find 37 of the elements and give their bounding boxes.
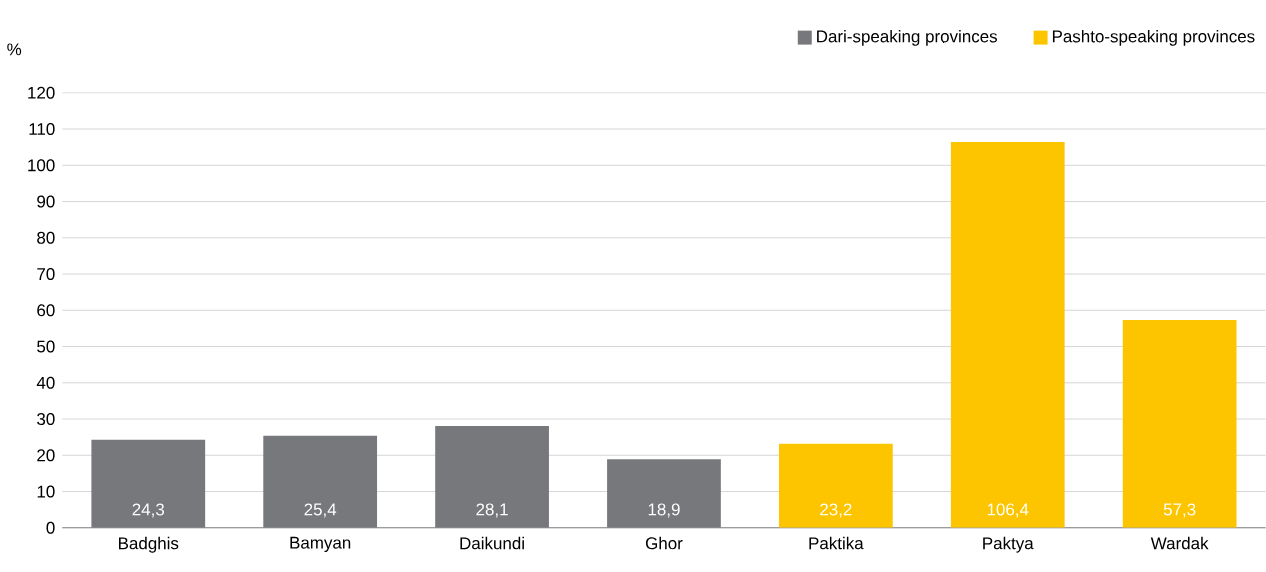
y-axis-title: % <box>7 43 22 56</box>
y-tick-label: 50 <box>37 340 55 353</box>
x-tick-label: Ghor <box>645 536 683 550</box>
y-tick-label: 90 <box>37 195 55 208</box>
y-tick-label: 20 <box>37 449 55 462</box>
y-tick-label: 40 <box>36 376 55 389</box>
bar <box>263 435 378 528</box>
bar <box>91 439 206 528</box>
y-tick-label: 30 <box>37 413 55 426</box>
legend-label: Pashto-speaking provinces <box>1052 30 1255 46</box>
data-label: 28,1 <box>476 503 508 518</box>
x-tick-label: Wardak <box>1150 536 1209 550</box>
y-tick-label: 10 <box>37 485 55 498</box>
y-tick-label: 120 <box>28 86 55 99</box>
x-tick-label: Badghis <box>119 536 179 553</box>
y-tick-label: 100 <box>28 159 55 172</box>
legend-label: Dari-speaking provinces <box>817 30 998 46</box>
bar <box>1122 320 1237 528</box>
bar <box>607 459 721 528</box>
data-label: 23,2 <box>820 503 852 518</box>
data-label: 25,4 <box>304 503 337 518</box>
data-label: 24,3 <box>132 503 165 518</box>
x-tick-label: Daikundi <box>460 536 524 550</box>
y-tick-label: 70 <box>37 268 55 281</box>
y-tick-label: 60 <box>37 304 55 317</box>
x-tick-label: Paktika <box>809 536 864 550</box>
bar <box>778 443 893 528</box>
x-tick-label: Paktya <box>983 536 1034 553</box>
data-label: 18,9 <box>648 503 680 518</box>
y-tick-label: 0 <box>46 521 55 534</box>
y-tick-label: 80 <box>37 231 55 244</box>
x-tick-label: Bamyan <box>290 536 351 553</box>
y-tick-label: 110 <box>29 123 55 136</box>
data-label: 57,3 <box>1163 503 1196 518</box>
bar <box>950 142 1065 528</box>
data-label: 106,4 <box>987 503 1029 518</box>
bar <box>435 426 549 528</box>
